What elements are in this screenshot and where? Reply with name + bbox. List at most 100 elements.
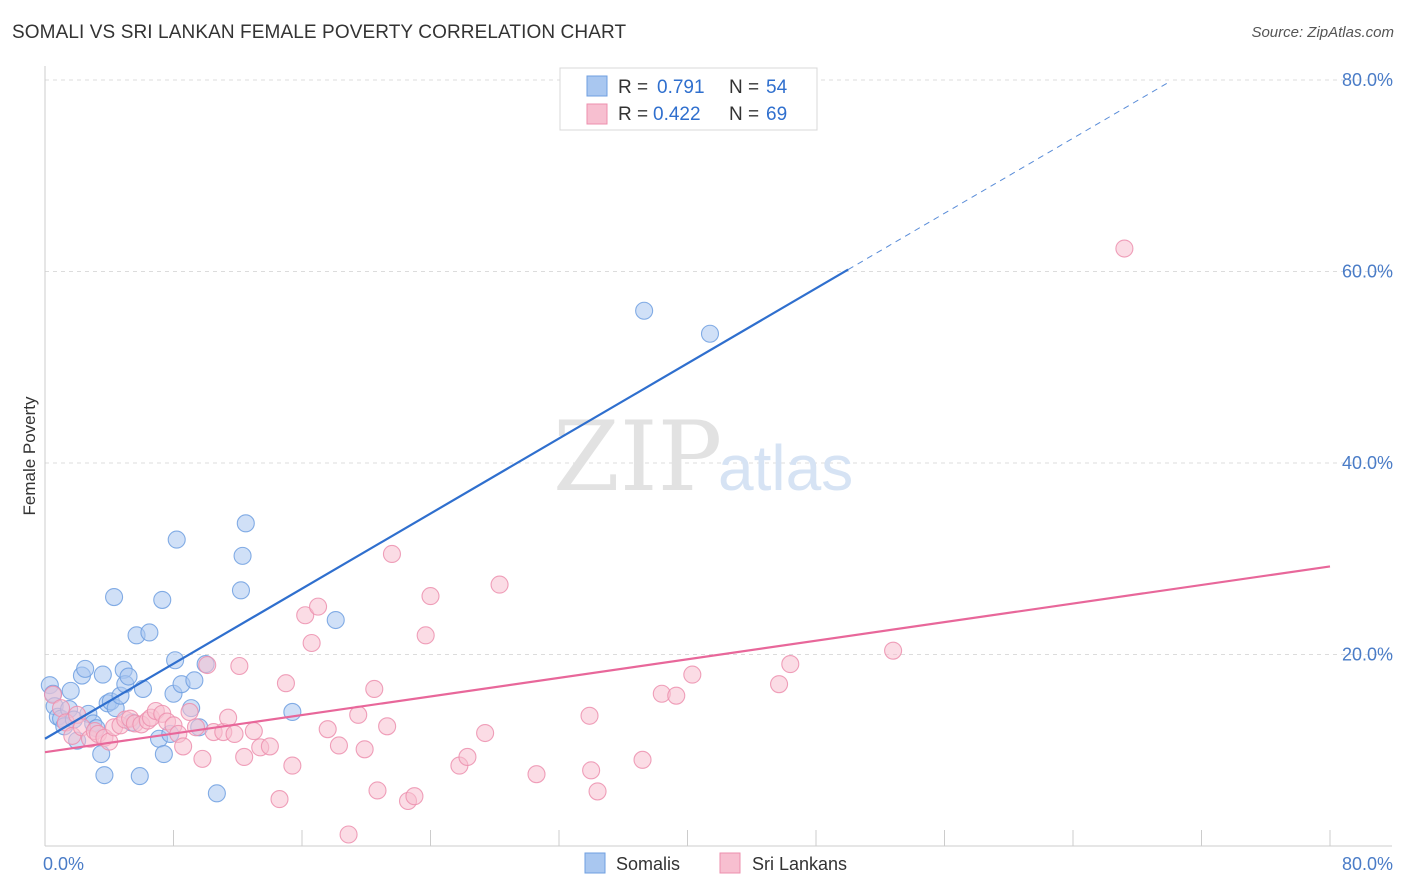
point-somalis	[133, 679, 153, 699]
trend-lines	[44, 81, 1331, 754]
point-srilankans	[458, 747, 477, 767]
legend-n-value-somalis: 54	[766, 77, 788, 98]
chart-title: SOMALI VS SRI LANKAN FEMALE POVERTY CORR…	[12, 22, 627, 43]
point-srilankans	[349, 705, 368, 724]
series-legend-swatch-srilankans	[719, 852, 741, 874]
point-somalis	[105, 587, 124, 607]
y-tick-labels: 20.0% 40.0% 60.0% 80.0%	[1342, 70, 1393, 665]
point-srilankans	[43, 685, 63, 704]
y-tick-label: 80.0%	[1342, 70, 1393, 90]
legend-n-value-srilankans: 69	[766, 104, 787, 125]
point-srilankans	[476, 723, 495, 743]
point-srilankans	[382, 544, 402, 564]
point-srilankans	[884, 641, 903, 660]
point-srilankans	[270, 790, 289, 809]
watermark: ZIP atlas	[553, 401, 853, 513]
point-somalis	[140, 623, 159, 642]
point-srilankans	[296, 606, 315, 625]
point-srilankans	[339, 825, 358, 844]
y-tick-label: 20.0%	[1342, 645, 1393, 665]
y-tick-label: 40.0%	[1342, 453, 1393, 473]
x-tick-labels: 0.0% 80.0%	[43, 854, 1393, 874]
point-srilankans	[405, 787, 424, 806]
legend-r-label-somalis: R =	[618, 77, 648, 98]
point-somalis	[154, 745, 173, 764]
x-tick-label: 0.0%	[43, 854, 84, 874]
legend-swatch-somalis	[586, 75, 608, 97]
legend-r-value-somalis: 0.791	[657, 77, 705, 98]
legend-n-label-somalis: N =	[729, 77, 759, 98]
legend-n-label-srilankans: N =	[729, 104, 759, 125]
watermark-zip: ZIP	[553, 401, 722, 513]
point-srilankans	[180, 702, 199, 722]
point-srilankans	[283, 756, 302, 775]
legend-r-value-srilankans: 0.422	[653, 104, 701, 125]
y-axis-label: Female Poverty	[20, 396, 39, 516]
point-somalis	[233, 546, 252, 565]
point-somalis	[700, 324, 720, 343]
point-srilankans	[235, 747, 254, 767]
gridlines	[45, 79, 1392, 655]
point-srilankans	[302, 633, 321, 653]
point-srilankans	[230, 656, 249, 676]
point-somalis	[185, 671, 204, 690]
point-srilankans	[368, 781, 387, 800]
point-srilankans	[198, 655, 217, 675]
data-points	[40, 239, 1134, 844]
point-somalis	[130, 767, 149, 786]
point-srilankans	[355, 740, 374, 759]
point-srilankans	[318, 720, 337, 739]
point-srilankans	[225, 724, 244, 744]
point-srilankans	[244, 722, 263, 741]
series-legend-label-srilankans: Sri Lankans	[752, 854, 847, 874]
point-srilankans	[770, 675, 789, 694]
series-legend-swatch-somalis	[584, 852, 606, 874]
trend-line-srilankans	[44, 565, 1331, 754]
point-srilankans	[580, 706, 599, 725]
point-somalis	[167, 530, 186, 549]
axes	[44, 66, 1392, 847]
point-srilankans	[276, 674, 295, 693]
watermark-atlas: atlas	[718, 432, 853, 504]
point-srilankans	[416, 626, 435, 645]
point-srilankans	[683, 665, 702, 684]
point-srilankans	[527, 765, 546, 784]
chart-source: Source: ZipAtlas.com	[1251, 24, 1394, 41]
point-srilankans	[365, 679, 384, 699]
point-somalis	[119, 667, 138, 686]
legend: R = 0.791 N = 54 R = 0.422 N = 69	[559, 67, 818, 131]
point-srilankans	[260, 737, 279, 756]
point-somalis	[153, 590, 172, 609]
point-srilankans	[219, 708, 238, 727]
point-srilankans	[588, 782, 607, 801]
point-somalis	[76, 659, 95, 678]
y-tick-label: 60.0%	[1342, 262, 1393, 282]
point-somalis	[326, 610, 345, 630]
trend-line-somalis-extension	[847, 81, 1170, 271]
point-srilankans	[378, 717, 397, 736]
point-srilankans	[1115, 239, 1134, 258]
point-srilankans	[781, 655, 800, 674]
series-legend: Somalis Sri Lankans	[584, 852, 847, 874]
point-somalis	[236, 514, 255, 533]
point-somalis	[207, 784, 226, 803]
point-somalis	[61, 681, 80, 700]
point-somalis	[93, 665, 112, 684]
point-srilankans	[193, 749, 212, 768]
legend-swatch-srilankans	[586, 103, 608, 125]
point-srilankans	[633, 750, 652, 769]
point-somalis	[95, 766, 114, 785]
point-srilankans	[329, 736, 348, 755]
trend-line-somalis	[44, 268, 849, 740]
point-srilankans	[186, 718, 206, 737]
legend-r-label-srilankans: R =	[618, 104, 648, 125]
series-legend-label-somalis: Somalis	[616, 854, 680, 874]
point-somalis	[231, 581, 251, 600]
point-srilankans	[582, 761, 601, 780]
point-somalis	[635, 301, 654, 320]
point-srilankans	[174, 737, 193, 756]
point-srilankans	[667, 686, 686, 705]
point-srilankans	[490, 575, 509, 594]
point-srilankans	[421, 587, 440, 606]
